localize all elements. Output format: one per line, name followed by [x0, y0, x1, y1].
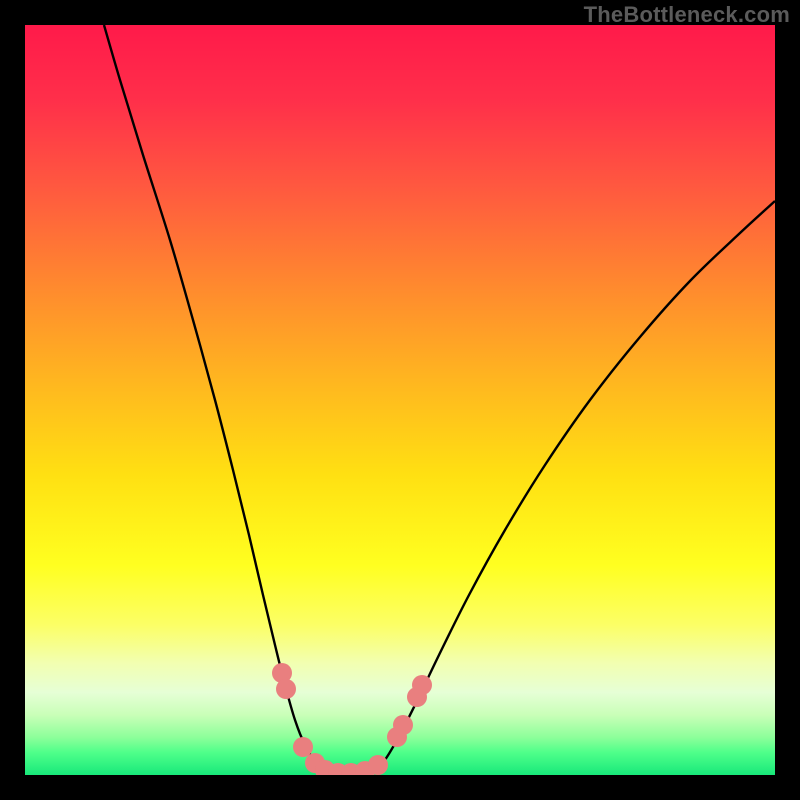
frame-bottom	[0, 775, 800, 800]
gradient-background	[25, 25, 775, 775]
plot-area	[25, 25, 775, 775]
frame-right	[775, 0, 800, 800]
frame-left	[0, 0, 25, 800]
watermark-text: TheBottleneck.com	[584, 2, 790, 28]
